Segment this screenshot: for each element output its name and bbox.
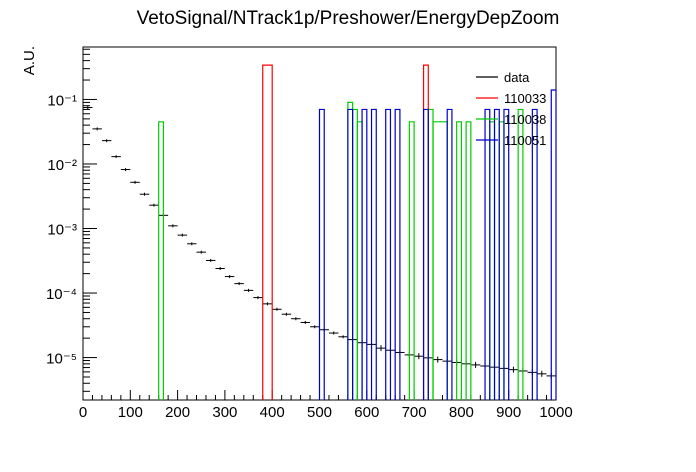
- series-110038-bin: [427, 108, 434, 400]
- legend-label: 110051: [504, 133, 546, 148]
- series-110038-bin: [465, 121, 472, 400]
- series-110051-bin: [446, 108, 453, 400]
- x-axis-ticks: 0 100 200 300 400 500 600 700 800 900 1000: [79, 390, 573, 421]
- x-tick-label: 100: [118, 404, 143, 421]
- y-tick-label: 10⁻¹: [47, 92, 77, 109]
- series-110051-bin: [361, 108, 368, 400]
- series-110038-bin: [356, 121, 363, 400]
- series-110038-bin: [456, 121, 462, 400]
- series-110038-bin: [432, 121, 448, 400]
- y-tick-label: 10⁻²: [47, 157, 77, 174]
- series-110033-bin: [262, 64, 273, 400]
- series-110038-bin: [408, 121, 415, 400]
- series-110051-bin: [484, 108, 491, 400]
- series-110038-bin: [489, 121, 496, 400]
- legend: data 110033 110038 110051: [476, 70, 546, 148]
- chart-title: VetoSignal/NTrack1p/Preshower/EnergyDepZ…: [137, 8, 560, 29]
- series-110051-bin: [370, 108, 377, 400]
- series-110051-bin: [394, 108, 401, 400]
- series-110051-bin: [531, 108, 538, 400]
- series-110038-bin: [498, 121, 505, 400]
- series-110051-bin: [318, 108, 325, 400]
- legend-label: 110038: [504, 112, 546, 127]
- x-tick-label: 200: [165, 404, 190, 421]
- x-tick-label: 600: [354, 404, 379, 421]
- x-tick-label: 1000: [539, 404, 572, 421]
- y-tick-label: 10⁻⁴: [46, 286, 77, 303]
- x-tick-label: 400: [260, 404, 285, 421]
- series-110051-bin: [503, 108, 510, 400]
- y-axis-title: A.U.: [21, 46, 38, 75]
- series-110051-bin: [550, 89, 557, 400]
- series-110038-bin: [347, 101, 354, 400]
- x-tick-label: 900: [496, 404, 521, 421]
- x-tick-label: 300: [212, 404, 237, 421]
- series-110051-bin: [385, 108, 392, 400]
- series-110038-bin: [517, 108, 524, 400]
- legend-label: 110033: [504, 91, 546, 106]
- x-tick-label: 800: [449, 404, 474, 421]
- x-tick-label: 700: [402, 404, 427, 421]
- y-tick-label: 10⁻⁵: [46, 351, 77, 368]
- series-110051-bin: [422, 108, 429, 400]
- series-110038-bin: [352, 108, 358, 400]
- y-tick-label: 10⁻³: [47, 222, 77, 239]
- legend-label: data: [504, 70, 530, 85]
- series-110033-bin: [422, 64, 429, 400]
- x-tick-label: 0: [79, 404, 87, 421]
- series-110051-bin: [493, 108, 500, 400]
- series-layer: [83, 64, 557, 400]
- series-110051-bin: [347, 108, 354, 400]
- series-110038-bin: [158, 121, 165, 400]
- x-tick-label: 500: [307, 404, 332, 421]
- y-axis-ticks: 10⁻⁵ 10⁻⁴ 10⁻³ 10⁻² 10⁻¹: [46, 48, 97, 392]
